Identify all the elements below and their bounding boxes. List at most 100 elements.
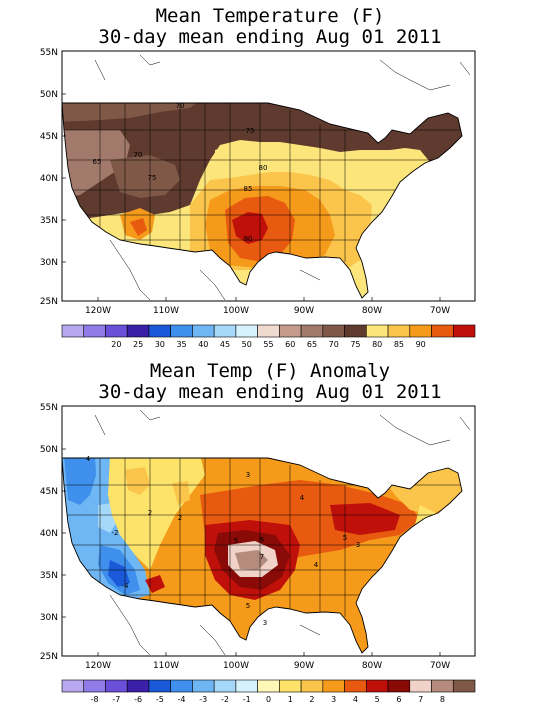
map2-lon-label: 80W <box>362 661 382 671</box>
colorbar-swatch <box>431 679 454 693</box>
map1-lon-label: 90W <box>294 306 314 316</box>
map2-lat-label: 45N <box>40 487 58 497</box>
map2: 55N 50N 45N 40N 35N 30N 25N 120W 110W 10… <box>40 403 476 704</box>
colorbar-label: 1 <box>288 695 293 704</box>
colorbar-swatch <box>452 679 476 693</box>
colorbar-swatch <box>322 324 345 338</box>
map2-contour-label: 2 <box>148 509 152 517</box>
colorbar-label: -5 <box>156 695 164 704</box>
map1-contour-label: 90 <box>244 235 253 243</box>
map2-contour-label: 3 <box>356 541 360 549</box>
colorbar-swatch <box>344 679 367 693</box>
map2-contour-label: 2 <box>178 514 182 522</box>
colorbar-label: 4 <box>353 695 358 704</box>
map1-lon-axis: 120W 110W 100W 90W 80W 70W <box>85 306 450 316</box>
map2-contour-label: 4 <box>86 455 91 463</box>
colorbar-label: -4 <box>178 695 186 704</box>
map1-contour-label: 85 <box>244 185 253 193</box>
map2-lat-label: 55N <box>40 403 58 413</box>
colorbar-label: 30 <box>155 340 165 349</box>
map2-lat-label: 25N <box>40 652 58 662</box>
map1-lon-label: 80W <box>362 306 382 316</box>
map2-contour-label: 5 <box>234 537 238 545</box>
colorbar-swatch <box>387 324 411 338</box>
map1-contour-label: 75 <box>246 127 255 135</box>
map1-contour-label: 75 <box>148 174 157 182</box>
map2-contour-label: 3 <box>246 471 250 479</box>
map1-lat-label: 50N <box>40 90 58 100</box>
map1-contour-label: 65 <box>93 158 102 166</box>
colorbar-swatch <box>366 679 389 693</box>
map2-lon-label: 90W <box>294 661 314 671</box>
colorbar-swatch <box>279 679 302 693</box>
colorbar-swatch <box>235 679 258 693</box>
map2-lon-label: 100W <box>223 661 249 671</box>
colorbar-label: 55 <box>263 340 273 349</box>
colorbar-label: 3 <box>331 695 336 704</box>
colorbar-label: 80 <box>372 340 382 349</box>
colorbar-swatch <box>105 679 128 693</box>
colorbar-label: 50 <box>242 340 252 349</box>
colorbar-swatch <box>105 324 128 338</box>
map1-lat-label: 25N <box>40 297 58 307</box>
colorbar-swatch <box>213 324 237 338</box>
map2-lat-label: 40N <box>40 529 58 539</box>
map1-lat-label: 35N <box>40 216 58 226</box>
colorbar-label: 90 <box>416 340 426 349</box>
colorbar-swatch <box>61 679 85 693</box>
colorbar-label: -8 <box>91 695 99 704</box>
colorbar-label: 25 <box>133 340 143 349</box>
colorbar-swatch <box>148 679 171 693</box>
map2-lat-label: 50N <box>40 445 58 455</box>
map2-frame <box>61 405 476 657</box>
map2-title-line2: 30-day mean ending Aug 01 2011 <box>98 381 442 403</box>
colorbar-swatch <box>126 324 150 338</box>
map2-lat-axis: 55N 50N 45N 40N 35N 30N 25N <box>40 403 58 662</box>
colorbar-swatch <box>61 324 85 338</box>
map1-lon-label: 110W <box>153 306 179 316</box>
map2-lon-label: 110W <box>153 661 179 671</box>
colorbar-label: -7 <box>112 695 120 704</box>
map1-frame <box>61 50 476 302</box>
map1-title-line2: 30-day mean ending Aug 01 2011 <box>98 26 442 48</box>
map2-coastlines <box>94 409 471 656</box>
map1-lat-label: 45N <box>40 132 58 142</box>
map2-contour-label: 3 <box>263 619 267 627</box>
map1-ticks <box>62 93 441 301</box>
colorbar-swatch <box>431 324 454 338</box>
colorbar-label: 45 <box>220 340 230 349</box>
map2-lat-label: 35N <box>40 571 58 581</box>
colorbar-label: 75 <box>350 340 360 349</box>
colorbar-swatch <box>366 324 389 338</box>
colorbar-swatch <box>257 679 280 693</box>
map2-contour-label: 7 <box>260 553 264 561</box>
map2-contour-label: 4 <box>314 561 319 569</box>
colorbar-swatch <box>148 324 171 338</box>
map1-lat-label: 40N <box>40 174 58 184</box>
colorbar-label: -1 <box>243 695 251 704</box>
map1-contour-label: 80 <box>259 164 268 172</box>
map2-lon-label: 120W <box>85 661 111 671</box>
colorbar-swatch <box>235 324 258 338</box>
colorbar-swatch <box>83 324 106 338</box>
colorbar-swatch <box>126 679 150 693</box>
colorbar-swatch <box>170 324 193 338</box>
map1-colorbar: 20 25 30 35 40 45 50 55 60 65 70 75 80 85 90 <box>61 324 476 349</box>
colorbar-swatch <box>192 679 215 693</box>
colorbar-label: 60 <box>285 340 295 349</box>
map2-ticks <box>62 448 441 656</box>
colorbar-label: 65 <box>307 340 317 349</box>
map1-contour-label: 70 <box>176 102 185 110</box>
colorbar-label: 40 <box>198 340 208 349</box>
map2-contour-label: -2 <box>112 529 119 537</box>
colorbar-label: 8 <box>440 695 445 704</box>
map1-lat-label: 30N <box>40 258 58 268</box>
colorbar-swatch <box>452 324 476 338</box>
map1-lat-axis: 55N 50N 45N 40N 35N 30N 25N <box>40 48 58 307</box>
map2-contour-label: 5 <box>246 602 250 610</box>
colorbar-label: 7 <box>418 695 423 704</box>
colorbar-swatch <box>409 679 432 693</box>
colorbar-label: -3 <box>199 695 207 704</box>
map1-lat-label: 55N <box>40 48 58 58</box>
colorbar-label: 5 <box>375 695 380 704</box>
